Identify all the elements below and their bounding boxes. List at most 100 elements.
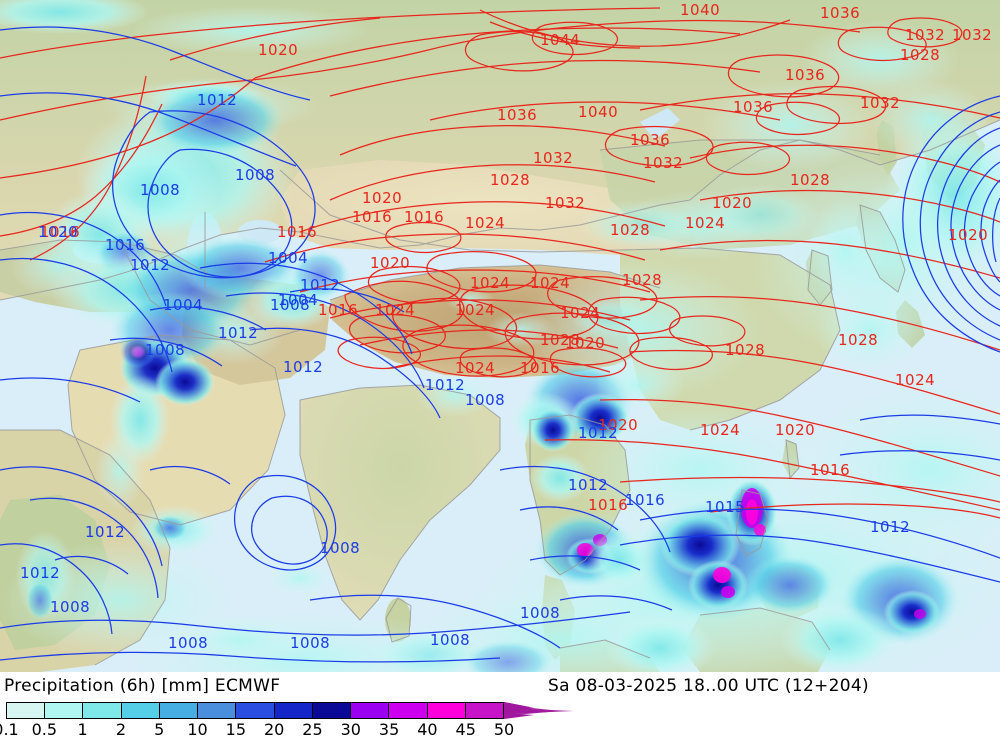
isobar-label-low: 1008 [145, 341, 185, 359]
isobar-label-high: 1024 [685, 214, 725, 232]
isobar-label-high: 1028 [725, 341, 765, 359]
isobar-label-high: 1028 [838, 331, 878, 349]
isobar-high-layer [0, 7, 1000, 519]
isobar-label-low: 1012 [130, 256, 170, 274]
legend-tick: 30 [340, 720, 361, 739]
isobar-label-high: 1032 [952, 26, 992, 44]
isobar-label-low: 1008 [520, 604, 560, 622]
precipitation-map[interactable]: 1020 1044 1040 1036 1032 1032 1028 1036 1036 1040… [0, 0, 1000, 672]
legend-tick: 20 [263, 720, 285, 739]
isobar-label-high: 1024 [700, 421, 740, 439]
isobar-label-low: 1012 [870, 518, 910, 536]
isobar-label-high: 1040 [578, 103, 618, 121]
isobar-label-high: 1024 [895, 371, 935, 389]
legend-swatch [351, 703, 390, 718]
legend-tick: 45 [455, 720, 476, 739]
legend-tick: 1 [77, 720, 88, 739]
isobar-label-high: 1024 [465, 214, 505, 232]
isobar-label-high: 1020 [775, 421, 815, 439]
isobar-label-high: 1028 [610, 221, 650, 239]
isobar-low-layer [0, 26, 1000, 663]
isobar-label-high: 1016 [40, 223, 80, 241]
isobar-label-high: 1020 [712, 194, 752, 212]
legend-tick: 0.1 [0, 720, 19, 739]
isobar-label-high: 1016 [520, 359, 560, 377]
isobar-label-low: 1004 [268, 249, 308, 267]
isobar-label-high: 1024 [470, 274, 510, 292]
isobar-label-high: 1036 [820, 4, 860, 22]
isobar-label-low: 1012 [218, 324, 258, 342]
isobar-label-high: 1016 [318, 301, 358, 319]
isobar-label-high: 1032 [643, 154, 683, 172]
legend-overflow-arrow [504, 702, 574, 719]
isobar-label-low: 1008 [290, 634, 330, 652]
isobar-label-low: 1004 [278, 291, 318, 309]
map-footer: Precipitation (6h) [mm] ECMWF Sa 08-03-2… [0, 672, 1000, 739]
isobar-label-high: 1016 [404, 208, 444, 226]
isobar-label-low: 1020 [38, 223, 78, 241]
legend-tick: 25 [302, 720, 323, 739]
legend-tick: 15 [225, 720, 247, 739]
legend-swatch [7, 703, 46, 718]
precipitation-field [0, 0, 1000, 672]
isobar-label-high: 1028 [540, 331, 580, 349]
isobar-label-high: 1016 [352, 208, 392, 226]
isobar-label-low: 1008 [270, 296, 310, 314]
isobar-label-high: 1032 [860, 94, 900, 112]
legend-tick: 5 [154, 720, 165, 739]
isobar-label-low: 1008 [50, 598, 90, 616]
isobar-label-high: 1020 [258, 41, 298, 59]
legend-swatch [121, 703, 160, 718]
legend-tick: 35 [378, 720, 400, 739]
legend-tick: 50 [493, 720, 515, 739]
isobar-label-high: 1016 [810, 461, 850, 479]
isobar-label-low: 1008 [235, 166, 275, 184]
legend-tick: 10 [187, 720, 208, 739]
legend-swatch [389, 703, 428, 718]
isobar-label-high: 1032 [545, 194, 585, 212]
legend-swatch [159, 703, 199, 718]
coastline-layer [0, 119, 1000, 666]
isobar-label-high: 1016 [588, 496, 628, 514]
isobar-label-high: 1020 [948, 226, 988, 244]
legend-tick: 0.5 [31, 720, 58, 739]
chart-title: Precipitation (6h) [mm] ECMWF [4, 676, 281, 696]
isobar-label-high: 1028 [790, 171, 830, 189]
isobar-label-low: 1012 [578, 424, 618, 442]
isobar-label-low: 1012 [20, 564, 60, 582]
legend-swatch [312, 703, 352, 718]
isobar-label-low: 1008 [320, 539, 360, 557]
isobar-label-high: 1024 [530, 274, 570, 292]
legend-swatch [45, 703, 84, 718]
isobar-label-low: 1012 [568, 476, 608, 494]
isobar-label-low: 1004 [163, 296, 203, 314]
legend-swatch [465, 703, 504, 718]
isobar-label-high: 1016 [277, 223, 317, 241]
isobar-label-low: 1012 [425, 376, 465, 394]
isobar-label-low: 1008 [140, 181, 180, 199]
isobar-label-high: 1020 [370, 254, 410, 272]
isobar-label-high: 1024 [560, 304, 600, 322]
isobar-label-high: 1036 [785, 66, 825, 84]
isobar-label-high: 1020 [598, 416, 638, 434]
forecast-timestamp: Sa 08-03-2025 18..00 UTC (12+204) [548, 676, 869, 696]
isobar-label-high: 1020 [565, 334, 605, 352]
isobar-label-low: 1012 [85, 523, 125, 541]
isobar-label-high: 1036 [630, 131, 670, 149]
isobar-label-low: 1008 [465, 391, 505, 409]
legend-swatch [83, 703, 122, 718]
isobar-label-high: 1028 [490, 171, 530, 189]
legend-swatch [236, 703, 275, 718]
isobar-label-high: 1024 [375, 301, 415, 319]
isobar-label-low: 1015 [705, 498, 745, 516]
isobar-label-low: 1008 [168, 634, 208, 652]
isobar-label-high: 1024 [455, 301, 495, 319]
isobar-label-low: 1012 [283, 358, 323, 376]
isobar-label-low: 1016 [105, 236, 145, 254]
isobar-label-high: 1020 [362, 189, 402, 207]
